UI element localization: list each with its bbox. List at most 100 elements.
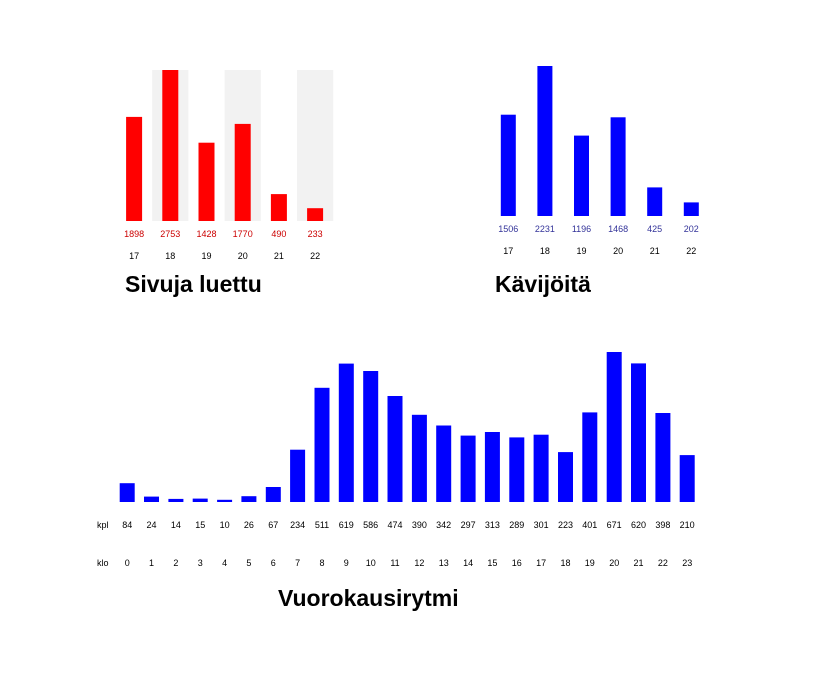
value-label: 297 [461, 520, 476, 530]
bar [119, 483, 135, 502]
bar [655, 413, 671, 502]
value-label: 620 [631, 520, 646, 530]
bar [338, 363, 354, 502]
bar [265, 487, 281, 502]
category-label: 18 [560, 558, 570, 568]
value-label: 398 [655, 520, 670, 530]
category-label: 3 [198, 558, 203, 568]
bar [574, 135, 589, 216]
bar [537, 66, 553, 216]
value-label: 26 [244, 520, 254, 530]
category-label: 21 [633, 558, 643, 568]
bar [198, 142, 215, 221]
category-label: 4 [222, 558, 227, 568]
value-label: 223 [558, 520, 573, 530]
bar [314, 387, 330, 502]
bar [241, 496, 257, 502]
category-label: 17 [129, 251, 139, 261]
visitors-chart: Kävijöitä 1506 17 2231 18 1196 19 1468 20 425 21 2… [495, 66, 699, 297]
category-label: 21 [650, 246, 660, 256]
value-label: 1428 [196, 229, 216, 239]
bar [144, 496, 159, 502]
category-label: 20 [613, 246, 623, 256]
value-label: 390 [412, 520, 427, 530]
hour-row-label: klo [97, 558, 109, 568]
daily-rhythm-chart: kpl klo Vuorokausirytmi 8402411421531042… [97, 352, 695, 611]
bar [436, 425, 452, 502]
bar [290, 449, 306, 502]
category-label: 5 [246, 558, 251, 568]
value-label: 1196 [572, 224, 591, 234]
category-label: 19 [585, 558, 595, 568]
bar [606, 352, 622, 502]
bar [610, 117, 626, 216]
value-label: 210 [680, 520, 695, 530]
category-label: 17 [503, 246, 513, 256]
category-label: 22 [686, 246, 696, 256]
category-label: 19 [576, 246, 586, 256]
bar [162, 70, 179, 221]
value-label: 289 [509, 520, 524, 530]
bar [234, 123, 251, 221]
bar [126, 116, 143, 221]
category-label: 7 [295, 558, 300, 568]
category-label: 11 [390, 558, 399, 568]
value-label: 1506 [498, 224, 518, 234]
category-label: 14 [463, 558, 473, 568]
value-label: 313 [485, 520, 500, 530]
bar [411, 414, 427, 502]
value-label: 490 [271, 229, 286, 239]
bar [363, 371, 379, 502]
value-label: 1468 [608, 224, 628, 234]
category-label: 9 [344, 558, 349, 568]
bar [168, 498, 184, 502]
value-label: 15 [195, 520, 205, 530]
value-label: 67 [268, 520, 278, 530]
bar [500, 114, 516, 216]
value-label: 234 [290, 520, 305, 530]
bar [647, 187, 663, 216]
value-label: 671 [607, 520, 622, 530]
bar [509, 437, 525, 502]
category-label: 22 [310, 251, 320, 261]
pages-read-chart: Sivuja luettu 1898 17 2753 18 1428 19 1770 20 49… [124, 70, 334, 297]
pages-read-chart-title: Sivuja luettu [125, 271, 262, 297]
bar [192, 498, 208, 502]
value-label: 10 [220, 520, 230, 530]
category-label: 20 [609, 558, 619, 568]
value-label: 586 [363, 520, 378, 530]
value-label: 14 [171, 520, 181, 530]
value-label: 401 [582, 520, 597, 530]
value-label: 2231 [535, 224, 555, 234]
category-label: 21 [274, 251, 284, 261]
category-label: 23 [682, 558, 692, 568]
category-label: 13 [439, 558, 449, 568]
value-label: 1898 [124, 229, 144, 239]
bar [387, 396, 403, 502]
category-label: 18 [165, 251, 175, 261]
category-label: 8 [319, 558, 324, 568]
category-label: 2 [173, 558, 178, 568]
category-label: 1 [149, 558, 154, 568]
category-label: 16 [512, 558, 522, 568]
value-label: 24 [146, 520, 156, 530]
category-label: 6 [271, 558, 276, 568]
daily-rhythm-chart-title: Vuorokausirytmi [278, 585, 459, 611]
category-label: 22 [658, 558, 668, 568]
category-label: 12 [414, 558, 424, 568]
value-label: 474 [387, 520, 402, 530]
value-label: 619 [339, 520, 354, 530]
category-label: 15 [487, 558, 497, 568]
bar-band [297, 70, 334, 221]
bar [679, 455, 695, 502]
value-label: 301 [534, 520, 549, 530]
bar [460, 435, 476, 502]
bar [558, 452, 573, 502]
value-label: 1770 [233, 229, 253, 239]
bar [631, 363, 646, 502]
visitors-chart-title: Kävijöitä [495, 271, 591, 297]
category-label: 20 [238, 251, 248, 261]
value-label: 202 [684, 224, 699, 234]
bar [533, 434, 549, 502]
